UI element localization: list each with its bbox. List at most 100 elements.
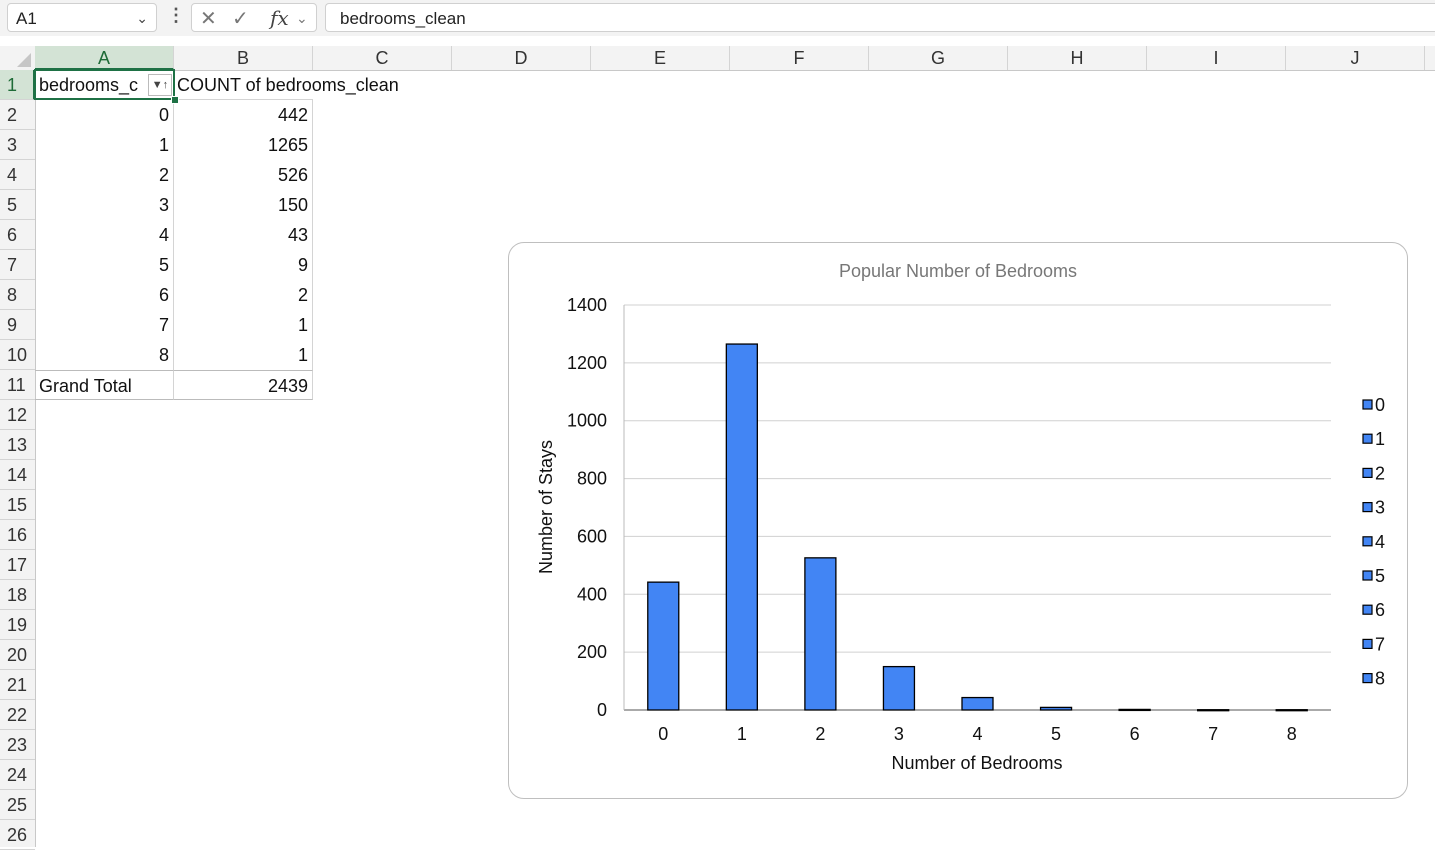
column-header-h[interactable]: H [1008,46,1147,70]
row-header-25[interactable]: 25 [0,790,35,820]
pivot-row-value[interactable]: 526 [174,160,313,190]
pivot-row-label[interactable]: 4 [35,220,174,250]
row-header-8[interactable]: 8 [0,280,35,310]
row-header-17[interactable]: 17 [0,550,35,580]
pivot-row-value[interactable]: 9 [174,250,313,280]
row-header-15[interactable]: 15 [0,490,35,520]
pivot-row-value[interactable]: 150 [174,190,313,220]
pivot-row-value[interactable]: 2 [174,280,313,310]
pivot-row-label[interactable]: 6 [35,280,174,310]
column-header-f[interactable]: F [730,46,869,70]
pivot-row-value[interactable]: 43 [174,220,313,250]
column-header-g[interactable]: G [869,46,1008,70]
row-header-11[interactable]: 11 [0,370,35,400]
column-header-c[interactable]: C [313,46,452,70]
row-header-16[interactable]: 16 [0,520,35,550]
column-header-a[interactable]: A [35,46,174,70]
more-options-icon[interactable]: ⋮ [167,5,185,25]
pivot-row-value[interactable]: 1 [174,340,313,370]
pivot-grand-total-label[interactable]: Grand Total [35,370,174,400]
legend-entry[interactable]: 4 [1375,532,1385,552]
chevron-down-icon[interactable]: ⌄ [136,10,148,26]
row-header-21[interactable]: 21 [0,670,35,700]
legend-entry[interactable]: 7 [1375,634,1385,654]
row-header-5[interactable]: 5 [0,190,35,220]
row-header-23[interactable]: 23 [0,730,35,760]
row-header-12[interactable]: 12 [0,400,35,430]
filter-sort-icon[interactable]: ▼↑ [148,74,172,96]
fill-handle[interactable] [171,96,179,104]
pivot-row-label[interactable]: 7 [35,310,174,340]
legend-swatch [1362,467,1373,478]
row-header-7[interactable]: 7 [0,250,35,280]
row-header-9[interactable]: 9 [0,310,35,340]
row-header-4[interactable]: 4 [0,160,35,190]
row-header-10[interactable]: 10 [0,340,35,370]
row-header-1[interactable]: 1 [0,70,35,100]
column-header-d[interactable]: D [452,46,591,70]
row-header-20[interactable]: 20 [0,640,35,670]
pivot-row-label[interactable]: 3 [35,190,174,220]
pivot-row-value[interactable]: 442 [174,100,313,130]
pivot-row-label[interactable]: 1 [35,130,174,160]
legend-entry[interactable]: 8 [1375,669,1385,689]
bar-3[interactable] [882,665,916,711]
column-header-j[interactable]: J [1286,46,1425,70]
legend-entry[interactable]: 5 [1375,566,1385,586]
pivot-grand-total-value[interactable]: 2439 [174,370,313,400]
legend-entry[interactable]: 2 [1375,463,1385,483]
legend-entry[interactable]: 3 [1375,498,1385,518]
pivot-row-label[interactable]: 0 [35,100,174,130]
row-headers: 1 2 3 4 5 6 7 8 9 10 11 12 13 14 15 16 17 18 19 20 21 22 23 24 2… [0,70,36,850]
row-header-26[interactable]: 26 [0,820,35,850]
row-header-3[interactable]: 3 [0,130,35,160]
bar-chart[interactable]: Popular Number of Bedrooms 0 200 400 600 800 1… [508,242,1408,799]
row-header-2[interactable]: 2 [0,100,35,130]
pivot-row-label[interactable]: 5 [35,250,174,280]
bar-0[interactable] [647,581,680,711]
row-header-22[interactable]: 22 [0,700,35,730]
pivot-row-label[interactable]: 8 [35,340,174,370]
legend-swatch [1362,536,1373,547]
row-header-6[interactable]: 6 [0,220,35,250]
legend-entry[interactable]: 1 [1375,429,1385,449]
legend-entry[interactable]: 6 [1375,600,1385,620]
bar-1[interactable] [725,343,758,711]
confirm-icon[interactable]: ✓ [232,8,249,30]
x-tick-label: 7 [1208,724,1218,744]
row-header-14[interactable]: 14 [0,460,35,490]
cancel-icon[interactable]: ✕ [200,8,217,30]
select-all-button[interactable] [0,46,35,70]
insert-function-icon[interactable]: fx [270,6,289,30]
formula-input[interactable]: bedrooms_clean [325,3,1435,32]
legend-swatch [1362,638,1373,649]
y-tick-label: 1000 [567,411,607,431]
row-header-19[interactable]: 19 [0,610,35,640]
bar-5[interactable] [1039,706,1073,711]
column-header-b[interactable]: B [174,46,313,70]
bar-7[interactable] [1197,709,1230,712]
chart-title: Popular Number of Bedrooms [839,261,1077,281]
bar-6[interactable] [1118,708,1151,712]
row-header-24[interactable]: 24 [0,760,35,790]
bar-4[interactable] [961,696,994,711]
pivot-row-label-header[interactable]: bedrooms_c [39,75,139,95]
name-box[interactable]: A1 ⌄ [7,3,157,32]
pivot-row-value[interactable]: 1 [174,310,313,340]
pivot-value-header[interactable]: COUNT of bedrooms_clean [177,75,399,95]
row-header-13[interactable]: 13 [0,430,35,460]
chevron-down-icon[interactable]: ⌄ [296,10,308,26]
column-header-e[interactable]: E [591,46,730,70]
x-tick-label: 4 [972,724,982,744]
legend-entry[interactable]: 0 [1375,395,1385,415]
bar-8[interactable] [1275,709,1308,712]
bar-2[interactable] [804,557,837,711]
legend-swatch [1362,502,1373,513]
pivot-row-value[interactable]: 1265 [174,130,313,160]
legend-swatch [1362,433,1373,444]
name-box-value: A1 [16,9,37,28]
column-header-i[interactable]: I [1147,46,1286,70]
x-tick-label: 0 [658,724,668,744]
pivot-row-label[interactable]: 2 [35,160,174,190]
row-header-18[interactable]: 18 [0,580,35,610]
